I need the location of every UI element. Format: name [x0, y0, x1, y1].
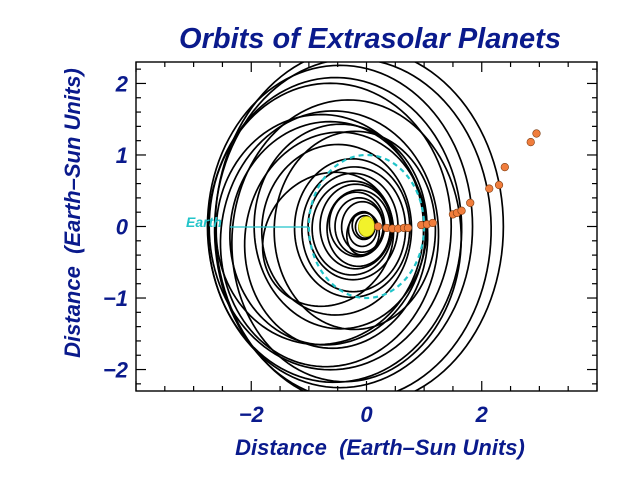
x-axis-label: Distance (Earth–Sun Units) — [235, 435, 525, 460]
orbit-path — [340, 200, 384, 254]
orbit-path — [229, 120, 427, 346]
orbit-path — [311, 180, 394, 276]
y-tick-label: 2 — [115, 71, 129, 96]
earth-label: Earth — [186, 214, 222, 230]
planet-marker — [428, 218, 437, 228]
chart-title: Orbits of Extrasolar Planets — [179, 23, 561, 55]
axis-ticks — [135, 62, 598, 391]
x-tick-label: −2 — [239, 402, 265, 427]
orbit-path — [208, 82, 453, 371]
earth-annotation: Earth — [186, 214, 308, 230]
y-axis-label: Distance (Earth–Sun Units) — [60, 68, 85, 358]
orbit-path — [231, 99, 463, 383]
orbit-path — [261, 171, 395, 308]
orbit-path — [293, 157, 411, 299]
orbit-path — [213, 62, 492, 391]
planet-marker — [526, 138, 535, 147]
x-tick-label: 0 — [360, 402, 373, 427]
orbit-path — [328, 191, 386, 258]
orbit-path — [243, 131, 429, 350]
planet-marker — [532, 129, 541, 138]
planet-marker — [466, 198, 475, 207]
orbit-path — [214, 62, 505, 391]
x-tick-label: 2 — [475, 402, 489, 427]
orbit-path — [260, 143, 413, 316]
planet-marker — [494, 180, 504, 190]
orbit-path — [345, 212, 381, 256]
orbit-path — [301, 166, 407, 293]
x-tick-labels: −2 0 2 — [239, 402, 489, 427]
orbit-path — [347, 211, 378, 248]
orbit-path — [307, 172, 399, 281]
plot-area — [206, 62, 541, 391]
orbit-path — [219, 110, 440, 368]
y-tick-label: −2 — [103, 358, 129, 383]
planet-marker — [403, 223, 413, 233]
y-tick-label: −1 — [103, 286, 128, 311]
y-tick-labels: −2 −1 0 1 2 — [103, 71, 129, 382]
planet-marker — [457, 206, 466, 215]
orbit-path — [319, 183, 393, 270]
y-tick-label: 0 — [116, 215, 129, 240]
planet-marker — [373, 222, 383, 231]
planet-marker — [500, 163, 509, 172]
orbit-path — [206, 64, 474, 389]
planet-marker — [485, 184, 494, 193]
y-tick-label: 1 — [116, 143, 128, 168]
orbit-path — [326, 189, 392, 268]
star-marker — [358, 216, 375, 237]
